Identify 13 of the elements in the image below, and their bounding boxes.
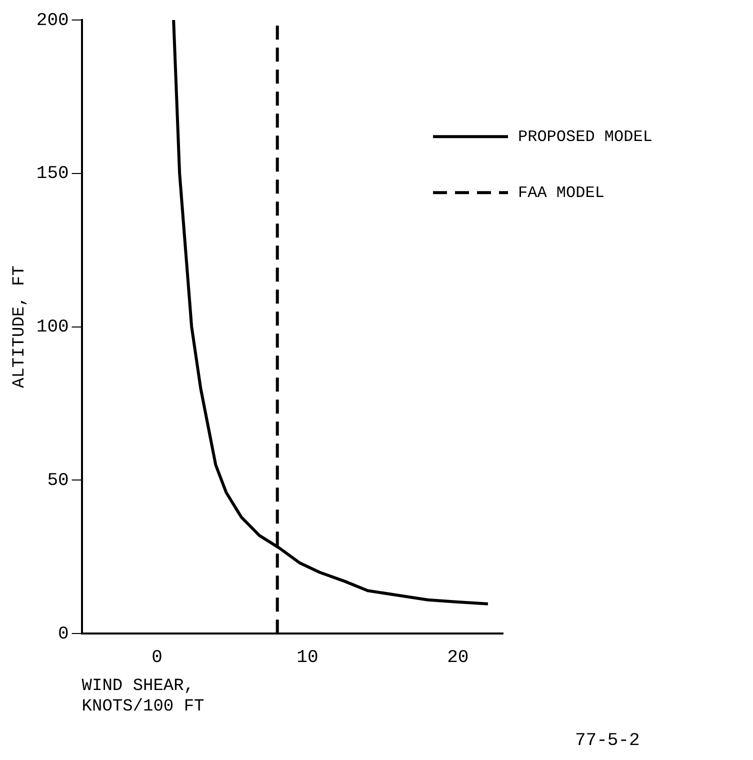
y-tick-label: 200: [36, 10, 69, 31]
y-tick-label: 150: [36, 164, 69, 184]
text: 77-5-2: [575, 731, 640, 751]
y-tick-label: 0: [58, 624, 69, 644]
y-tick-label: 100: [36, 318, 69, 338]
y-tick-label: 50: [47, 470, 69, 491]
x-tick-label: 0: [152, 648, 162, 668]
x-axis-title: WIND SHEAR, KNOTS/100 FT: [82, 676, 204, 716]
legend-label: FAA MODEL: [518, 184, 604, 202]
x-tick-label: 20: [447, 648, 469, 668]
y-axis-title: ALTITUDE, FT: [10, 266, 30, 388]
legend-label: PROPOSED MODEL: [518, 128, 652, 146]
x-tick-label: 10: [296, 648, 318, 668]
